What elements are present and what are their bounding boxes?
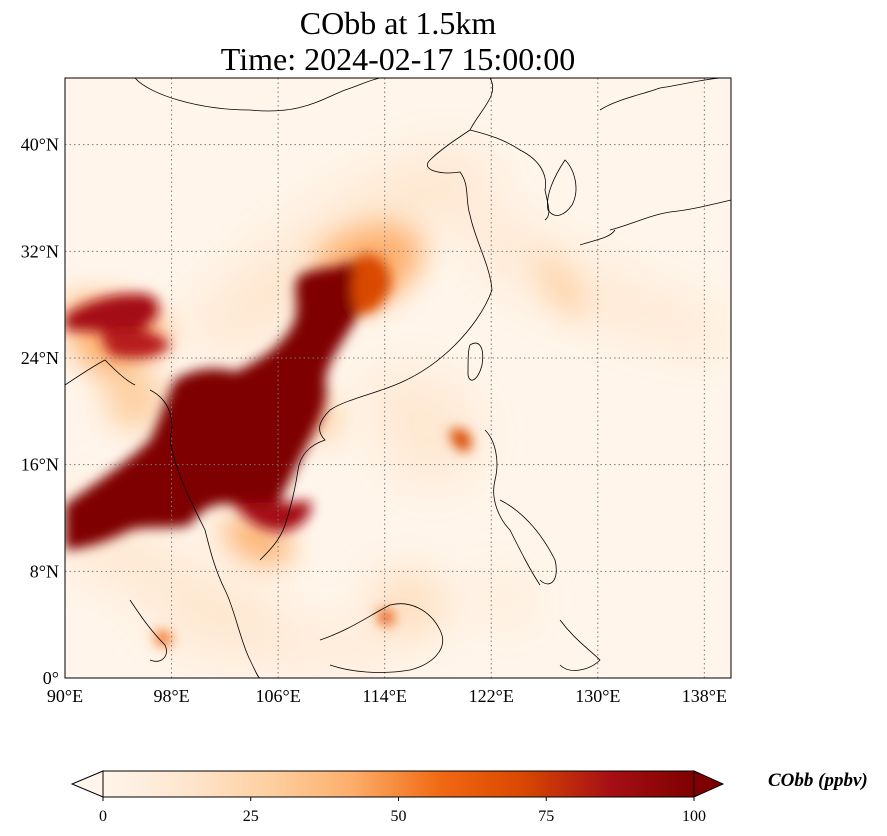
colorbar-extend-max [693, 770, 725, 798]
lat-tick-label: 24°N [21, 348, 59, 368]
lon-tick-label: 130°E [575, 686, 620, 706]
map-title-line1: CObb at 1.5km [299, 5, 497, 41]
colorbar-title: CObb (ppbv) [768, 770, 868, 791]
colorbar-ticks: 0 25 50 75 100 [99, 797, 706, 825]
gridlines [65, 78, 731, 678]
longitude-labels: 90°E 98°E 106°E 114°E 122°E 130°E 138°E [47, 686, 727, 706]
colorbar: 0 25 50 75 100 [70, 770, 725, 825]
latitude-labels: 0° 8°N 16°N 24°N 32°N 40°N [21, 135, 59, 688]
lon-tick-label: 106°E [256, 686, 301, 706]
colorbar-tick-label: 0 [99, 808, 107, 825]
coastlines [65, 78, 731, 678]
cobb-field [65, 147, 731, 664]
colorbar-body [102, 770, 695, 798]
lat-tick-label: 0° [43, 668, 59, 688]
lon-tick-label: 98°E [153, 686, 189, 706]
map-frame [64, 77, 732, 679]
lat-tick-label: 8°N [30, 561, 59, 581]
colorbar-tick-label: 25 [243, 808, 259, 825]
lat-tick-label: 16°N [21, 455, 59, 475]
lon-tick-label: 138°E [682, 686, 727, 706]
colorbar-tick-label: 50 [391, 808, 407, 825]
colorbar-extend-min [70, 770, 104, 798]
colorbar-tick-label: 75 [538, 808, 554, 825]
map-title-line2: Time: 2024-02-17 15:00:00 [220, 41, 576, 77]
lon-tick-label: 122°E [469, 686, 514, 706]
lat-tick-label: 40°N [21, 135, 59, 155]
lat-tick-label: 32°N [21, 241, 59, 261]
lon-tick-label: 90°E [47, 686, 83, 706]
colorbar-tick-label: 100 [682, 808, 706, 825]
lon-tick-label: 114°E [362, 686, 407, 706]
